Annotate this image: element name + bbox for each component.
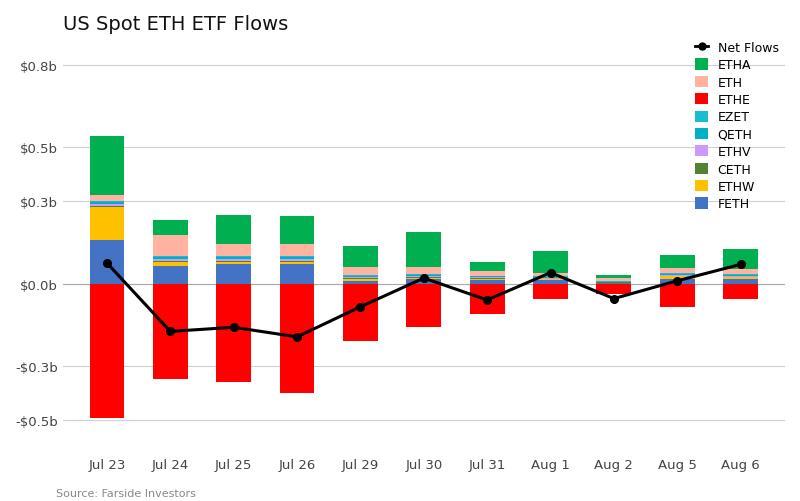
Bar [216,284,251,382]
Bar [90,284,124,418]
Bar [723,249,758,270]
Bar [597,284,631,295]
Bar [216,215,251,244]
Bar [723,277,758,278]
Bar [406,280,442,284]
Bar [153,284,188,379]
Bar [660,274,694,275]
Text: US Spot ETH ETF Flows: US Spot ETH ETF Flows [62,15,288,34]
Bar [153,221,188,236]
Bar [660,268,694,274]
Bar [660,277,694,279]
Bar [533,281,568,284]
Bar [470,281,505,284]
Bar [90,205,124,207]
Bar [343,268,378,276]
Bar [216,265,251,284]
Bar [280,217,314,244]
Bar [406,276,442,277]
Bar [153,257,188,258]
Bar [406,275,442,276]
Bar [280,257,314,258]
Bar [723,284,758,299]
Bar [723,270,758,275]
Bar [406,284,442,328]
Bar [470,278,505,279]
Bar [406,278,442,280]
Bar [280,265,314,284]
Bar [153,266,188,284]
Bar [343,278,378,279]
Bar [280,244,314,257]
Bar [153,262,188,263]
Bar [406,277,442,278]
Bar [153,263,188,266]
Bar [216,260,251,262]
Bar [660,279,694,284]
Bar [660,284,694,307]
Bar [343,281,378,284]
Bar [597,282,631,283]
Bar [343,276,378,277]
Bar [406,268,442,275]
Bar [723,275,758,276]
Bar [660,256,694,268]
Bar [153,260,188,262]
Bar [216,244,251,257]
Bar [90,201,124,202]
Bar [533,279,568,280]
Bar [280,260,314,262]
Legend: Net Flows, ETHA, ETH, ETHE, EZET, QETH, ETHV, CETH, ETHW, FETH: Net Flows, ETHA, ETH, ETHE, EZET, QETH, … [695,42,778,211]
Bar [343,279,378,281]
Bar [90,207,124,240]
Bar [280,262,314,265]
Bar [533,280,568,281]
Bar [470,284,505,314]
Bar [216,258,251,260]
Bar [153,258,188,260]
Bar [533,284,568,299]
Bar [343,284,378,341]
Bar [470,279,505,280]
Bar [406,232,442,268]
Bar [90,195,124,201]
Bar [723,278,758,279]
Bar [533,274,568,277]
Bar [470,263,505,271]
Bar [216,257,251,258]
Bar [597,276,631,279]
Bar [280,258,314,260]
Bar [90,240,124,284]
Bar [660,275,694,277]
Bar [533,252,568,274]
Bar [597,279,631,282]
Bar [723,276,758,277]
Bar [153,236,188,257]
Bar [470,280,505,281]
Bar [216,262,251,265]
Bar [90,202,124,205]
Bar [343,277,378,278]
Bar [280,284,314,393]
Bar [470,276,505,277]
Bar [90,137,124,195]
Bar [597,283,631,284]
Bar [343,247,378,268]
Bar [723,279,758,284]
Bar [533,277,568,278]
Bar [470,277,505,278]
Text: Source: Farside Investors: Source: Farside Investors [56,488,196,498]
Bar [470,271,505,276]
Bar [533,278,568,279]
